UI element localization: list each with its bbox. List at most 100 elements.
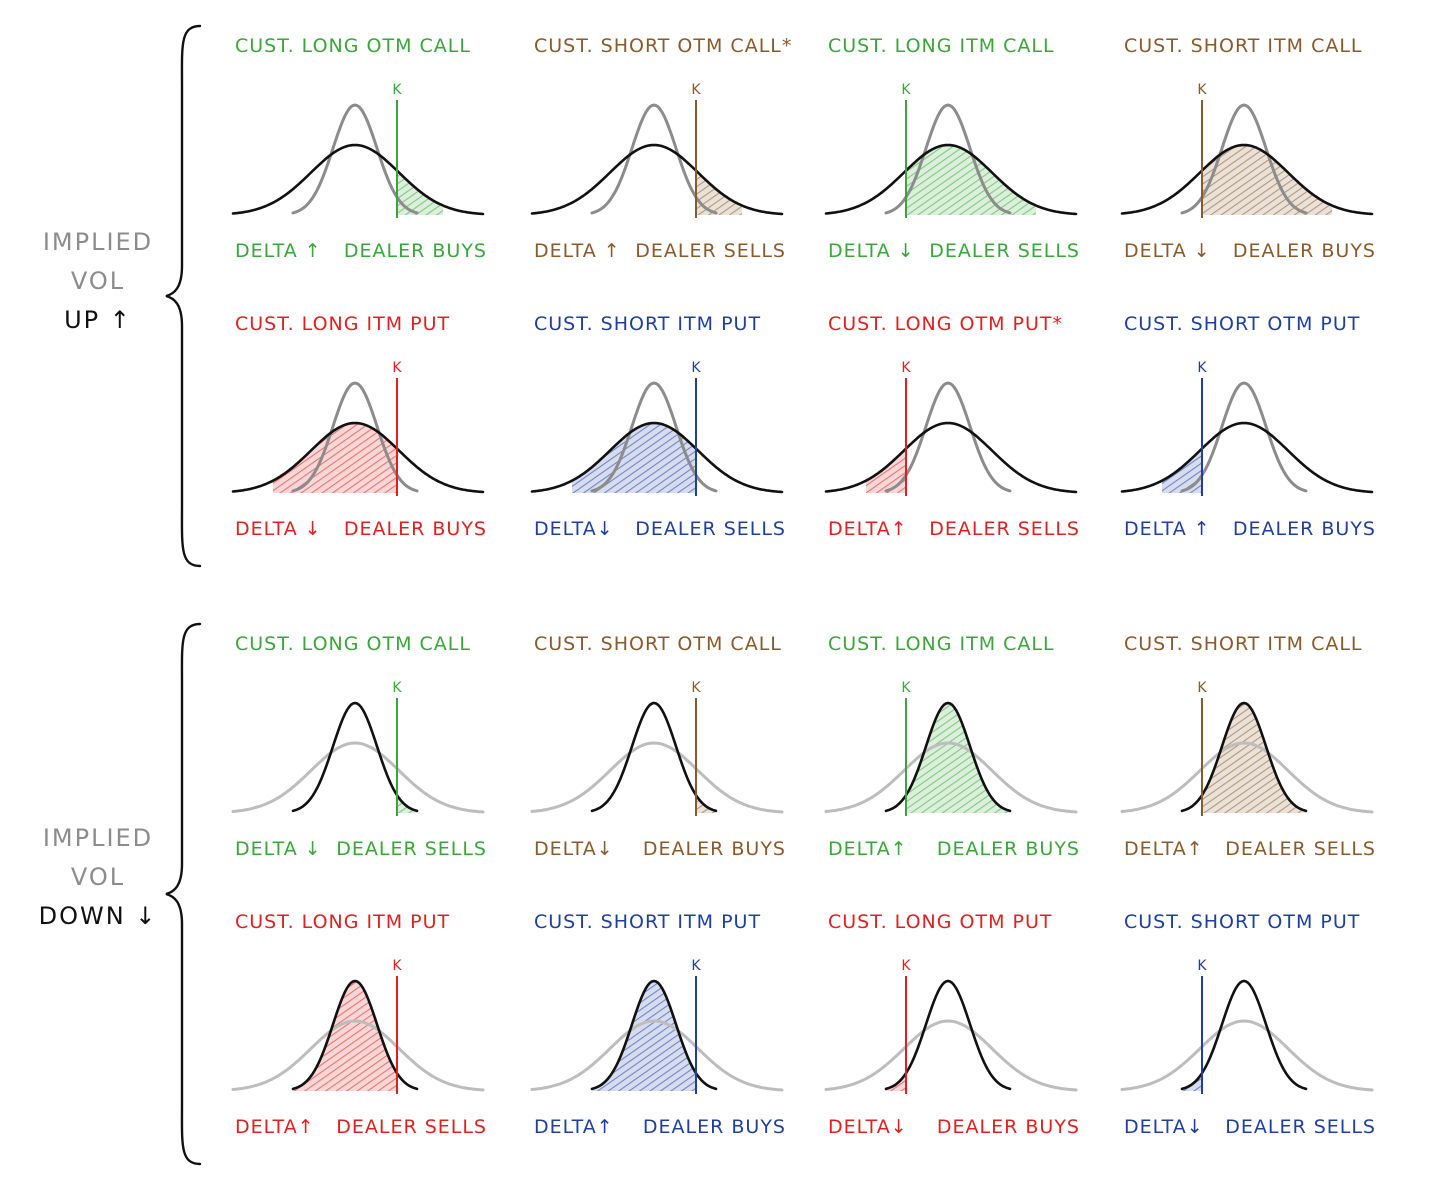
dealer-action-label: DEALER SELLS — [635, 518, 786, 540]
option-panel: CUST. SHORT OTM CALL* K DELTA ↑ DEALER SELL… — [530, 35, 792, 262]
probability-shade — [1182, 1073, 1202, 1091]
strike-label: K — [901, 82, 911, 98]
strike-label: K — [691, 360, 701, 376]
prior-distribution-curve — [530, 1019, 784, 1092]
delta-label: DELTA ↑ — [235, 240, 322, 262]
panel-title: CUST. SHORT ITM PUT — [534, 313, 761, 335]
option-panel: CUST. LONG ITM CALL K DELTA ↓ DEALER SELLS — [824, 35, 1080, 262]
prior-distribution-curve — [530, 741, 784, 814]
prior-distribution-curve — [824, 1019, 1078, 1092]
new-distribution-curve — [530, 143, 784, 216]
delta-label: DELTA↓ — [1124, 1116, 1204, 1138]
strike-label: K — [901, 680, 911, 696]
dealer-action-label: DEALER SELLS — [336, 838, 487, 860]
strike-label: K — [691, 82, 701, 98]
panel-title: CUST. LONG ITM CALL — [828, 35, 1055, 57]
prior-distribution-curve — [1120, 741, 1374, 814]
panel-title: CUST. SHORT OTM CALL* — [534, 35, 792, 57]
prior-distribution-curve — [884, 381, 1012, 493]
delta-label: DELTA ↓ — [235, 838, 322, 860]
probability-shade — [906, 145, 1036, 215]
strike-label: K — [691, 958, 701, 974]
strike-label: K — [392, 82, 402, 98]
option-panel: CUST. LONG OTM PUT* K DELTA↑ DEALER SELLS — [824, 313, 1079, 540]
option-panel: CUST. SHORT OTM CALL K DELTA↓ DEALER BUYS — [530, 633, 785, 860]
panel-title: CUST. SHORT OTM CALL — [534, 633, 782, 655]
dealer-action-label: DEALER BUYS — [937, 1116, 1080, 1138]
dealer-action-label: DEALER BUYS — [937, 838, 1080, 860]
strike-label: K — [901, 958, 911, 974]
option-panel: CUST. SHORT ITM CALL K DELTA↑ DEALER SELLS — [1120, 633, 1376, 860]
panel-title: CUST. LONG OTM CALL — [235, 35, 471, 57]
delta-label: DELTA↑ — [828, 838, 908, 860]
panel-title: CUST. LONG OTM PUT* — [828, 313, 1063, 335]
option-panel: CUST. LONG OTM CALL K DELTA ↑ DEALER BUYS — [231, 35, 487, 262]
prior-distribution-curve — [231, 1019, 485, 1092]
dealer-action-label: DEALER SELLS — [336, 1116, 487, 1138]
strike-label: K — [691, 680, 701, 696]
panel-title: CUST. LONG ITM PUT — [235, 911, 450, 933]
dealer-action-label: DEALER BUYS — [344, 240, 487, 262]
panel-title: CUST. SHORT OTM PUT — [1124, 911, 1360, 933]
option-panel: CUST. LONG OTM PUT K DELTA↓ DEALER BUYS — [824, 911, 1080, 1138]
side-label-direction: UP ↑ — [64, 306, 132, 334]
delta-label: DELTA↑ — [235, 1116, 315, 1138]
delta-label: DELTA↓ — [828, 1116, 908, 1138]
dealer-action-label: DEALER BUYS — [643, 1116, 786, 1138]
probability-shade — [886, 1073, 906, 1091]
dealer-action-label: DEALER SELLS — [929, 240, 1080, 262]
new-distribution-curve — [231, 421, 485, 494]
prior-distribution-curve — [291, 103, 419, 215]
delta-label: DELTA↑ — [1124, 838, 1204, 860]
panel-title: CUST. LONG OTM CALL — [235, 633, 471, 655]
panel-title: CUST. SHORT OTM PUT — [1124, 313, 1360, 335]
prior-distribution-curve — [1120, 1019, 1374, 1092]
option-panel: CUST. LONG ITM CALL K DELTA↑ DEALER BUYS — [824, 633, 1080, 860]
side-label-vol: VOL — [71, 863, 125, 891]
strike-label: K — [901, 360, 911, 376]
probability-shade — [273, 423, 397, 493]
dealer-action-label: DEALER BUYS — [1233, 240, 1376, 262]
new-distribution-curve — [291, 701, 419, 813]
section-brace — [165, 622, 202, 1166]
dealer-action-label: DEALER SELLS — [635, 240, 786, 262]
option-panel: CUST. LONG ITM PUT K DELTA↑ DEALER SELLS — [231, 911, 487, 1138]
delta-label: DELTA ↓ — [828, 240, 915, 262]
new-distribution-curve — [231, 143, 485, 216]
dealer-action-label: DEALER SELLS — [1225, 838, 1376, 860]
side-label-vol: VOL — [71, 267, 125, 295]
option-panel: CUST. SHORT ITM CALL K DELTA ↓ DEALER BUYS — [1120, 35, 1376, 262]
panel-title: CUST. SHORT ITM CALL — [1124, 35, 1363, 57]
option-panel: CUST. SHORT ITM PUT K DELTA↑ DEALER BUYS — [530, 911, 786, 1138]
delta-label: DELTA↓ — [534, 838, 614, 860]
probability-shade — [572, 423, 696, 493]
new-distribution-curve — [530, 421, 784, 494]
side-label-implied: IMPLIED — [43, 228, 153, 256]
prior-distribution-curve — [824, 741, 1078, 814]
delta-label: DELTA ↑ — [1124, 518, 1211, 540]
strike-label: K — [1197, 958, 1207, 974]
strike-label: K — [392, 360, 402, 376]
strike-label: K — [392, 680, 402, 696]
prior-distribution-curve — [231, 741, 485, 814]
dealer-action-label: DEALER SELLS — [1225, 1116, 1376, 1138]
delta-label: DELTA↑ — [828, 518, 908, 540]
new-distribution-curve — [824, 421, 1078, 494]
option-panel: CUST. LONG OTM CALL K DELTA ↓ DEALER SELLS — [231, 633, 487, 860]
probability-shade — [397, 795, 417, 813]
option-panel: CUST. LONG ITM PUT K DELTA ↓ DEALER BUYS — [231, 313, 487, 540]
dealer-action-label: DEALER BUYS — [344, 518, 487, 540]
strike-label: K — [1197, 360, 1207, 376]
probability-shade — [696, 795, 716, 813]
panel-title: CUST. LONG ITM CALL — [828, 633, 1055, 655]
strike-label: K — [1197, 680, 1207, 696]
new-distribution-curve — [824, 143, 1078, 216]
panel-title: CUST. SHORT ITM CALL — [1124, 633, 1363, 655]
section-brace — [165, 24, 202, 568]
panel-title: CUST. LONG ITM PUT — [235, 313, 450, 335]
new-distribution-curve — [1120, 421, 1374, 494]
side-label-direction: DOWN ↓ — [39, 902, 158, 930]
new-distribution-curve — [884, 979, 1012, 1091]
new-distribution-curve — [1120, 143, 1374, 216]
